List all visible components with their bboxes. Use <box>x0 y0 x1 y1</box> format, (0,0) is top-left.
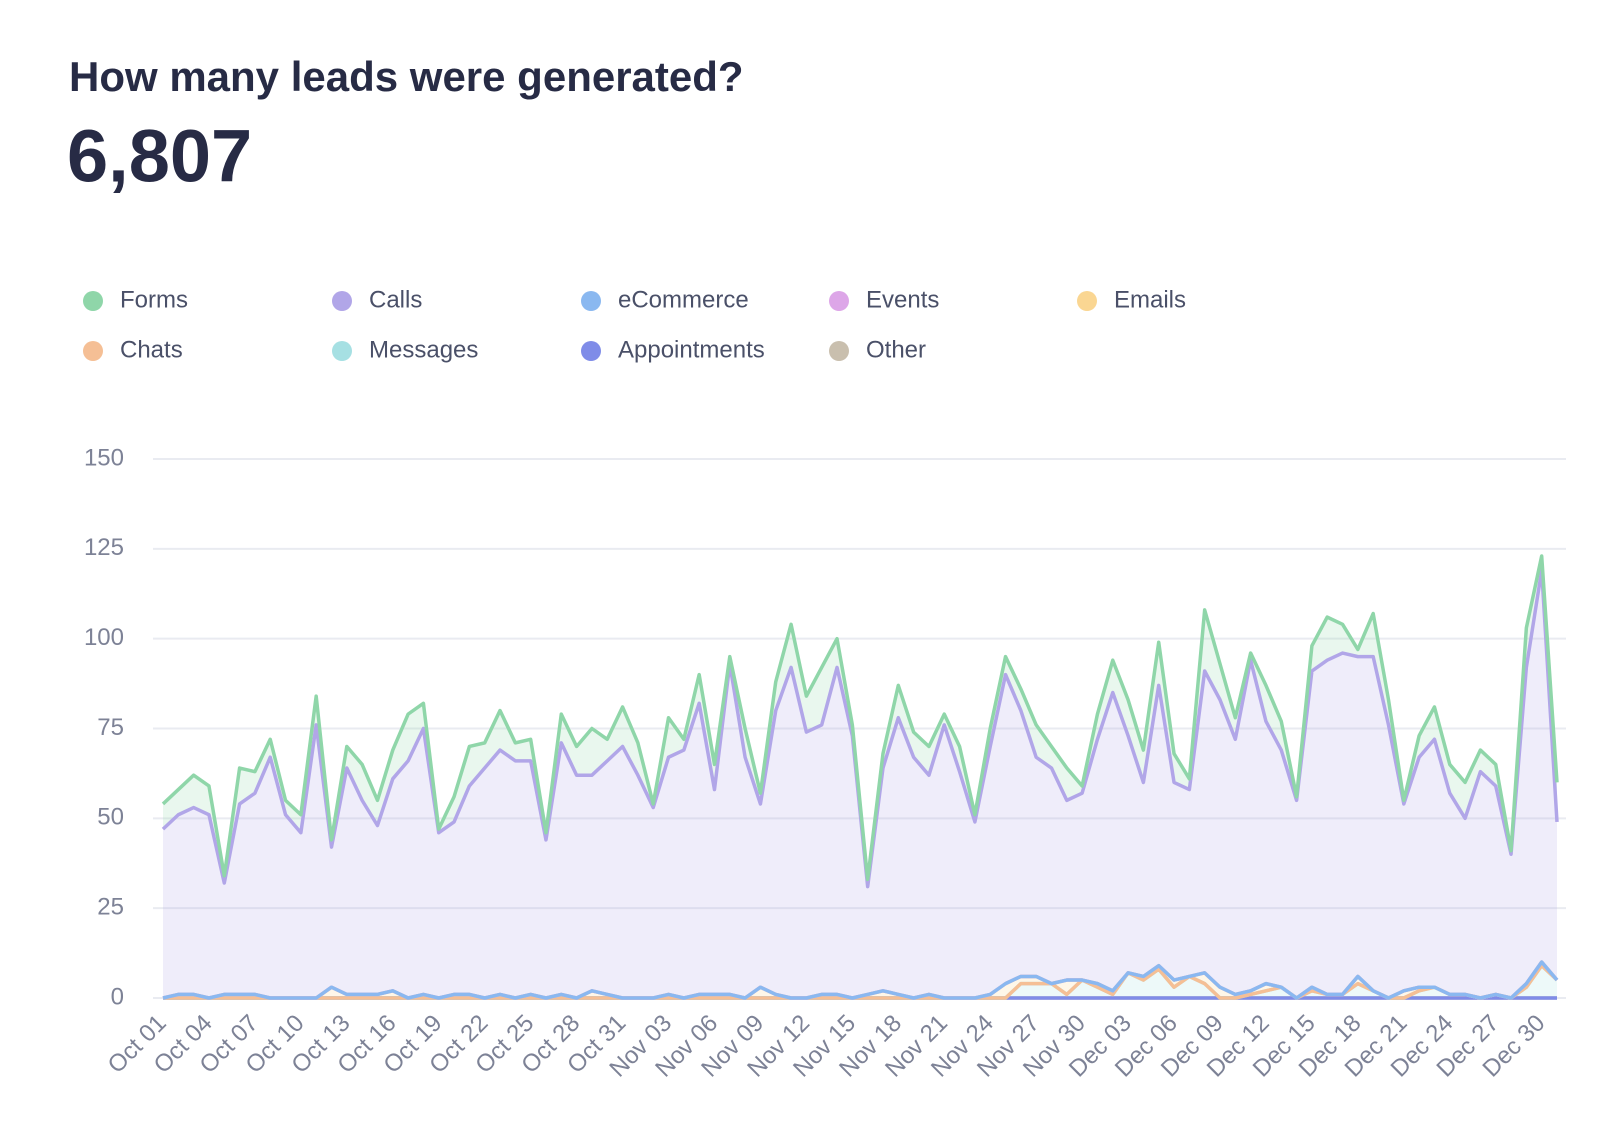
legend-label: Messages <box>369 336 478 363</box>
y-tick-label: 100 <box>84 624 124 651</box>
legend-swatch <box>829 291 849 311</box>
y-tick-label: 50 <box>97 804 124 831</box>
area-fill <box>163 556 1557 887</box>
legend-swatch <box>83 291 103 311</box>
legend-swatch <box>581 341 601 361</box>
legend-swatch <box>829 341 849 361</box>
y-tick-label: 0 <box>111 983 124 1010</box>
legend-label: Other <box>866 336 926 363</box>
legend-label: Appointments <box>618 336 765 363</box>
y-tick-label: 125 <box>84 534 124 561</box>
legend-swatch <box>1077 291 1097 311</box>
legend-swatch <box>581 291 601 311</box>
y-tick-label: 150 <box>84 444 124 471</box>
area-layer <box>163 556 1557 998</box>
legend-label: Forms <box>120 286 188 313</box>
legend-label: Chats <box>120 336 183 363</box>
series-line <box>161 554 1559 882</box>
series-line <box>162 960 1559 1000</box>
area-fill <box>163 570 1557 998</box>
chart-title: How many leads were generated? <box>69 53 744 100</box>
legend-swatch <box>83 341 103 361</box>
y-tick-label: 25 <box>97 894 124 921</box>
legend-swatch <box>332 341 352 361</box>
legend-label: Calls <box>369 286 422 313</box>
y-tick-label: 75 <box>97 714 124 741</box>
legend-label: eCommerce <box>618 286 749 313</box>
legend-swatch <box>332 291 352 311</box>
legend-label: Events <box>866 286 939 313</box>
line-layer <box>161 554 1559 1000</box>
legend-label: Emails <box>1114 286 1186 313</box>
total-leads: 6,807 <box>67 115 252 198</box>
area-fill <box>163 965 1557 998</box>
